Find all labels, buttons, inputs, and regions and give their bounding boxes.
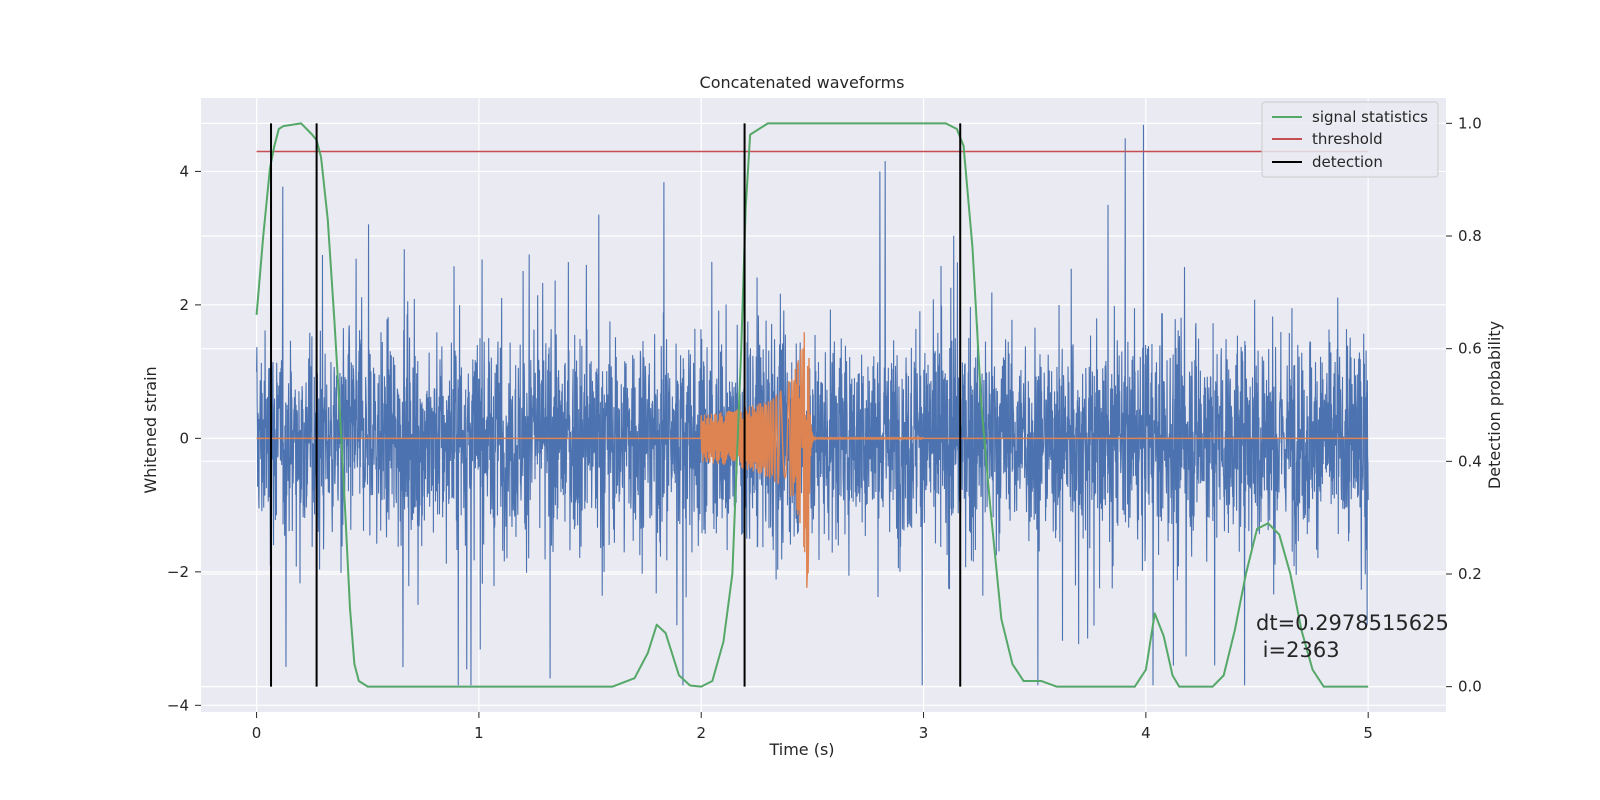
legend-label-signal-statistics: signal statistics (1312, 108, 1428, 126)
legend-label-threshold: threshold (1312, 130, 1383, 148)
axis-ticks: 0 1 2 3 4 5 −4 −2 0 2 4 0.0 0.2 0.4 0.6 0.8 1.0 (167, 114, 1482, 742)
annotation-i: i=2363 (1256, 638, 1340, 662)
legend-box (1261, 101, 1439, 178)
y2-tick-label: 0.4 (1458, 452, 1482, 470)
legend: signal statistics threshold detection (1261, 101, 1439, 178)
y2-tick-label: 1.0 (1458, 114, 1482, 132)
y-tick-label: 0 (179, 429, 189, 447)
x-axis-label: Time (s) (768, 740, 834, 759)
x-tick-label: 2 (696, 724, 706, 742)
y-tick-label: −4 (167, 696, 189, 714)
x-tick-label: 4 (1141, 724, 1151, 742)
y2-tick-label: 0.2 (1458, 565, 1482, 583)
x-tick-label: 1 (474, 724, 484, 742)
y-axis-label: Whitened strain (141, 366, 160, 493)
y-tick-label: 2 (179, 296, 189, 314)
x-tick-label: 5 (1363, 724, 1373, 742)
chart-title: Concatenated waveforms (700, 73, 905, 92)
signal-statistics-line (255, 122, 1369, 688)
x-tick-label: 3 (919, 724, 929, 742)
y2-tick-label: 0.0 (1458, 678, 1482, 696)
data-series (255, 122, 1369, 688)
y2-tick-label: 0.6 (1458, 340, 1482, 358)
annotation-dt: dt=0.2978515625 (1256, 611, 1449, 635)
y-tick-label: −2 (167, 563, 189, 581)
injected-waveform-line (256, 332, 1369, 588)
y-tick-label: 4 (179, 162, 189, 180)
y2-axis-label: Detection probability (1485, 321, 1504, 489)
x-tick-label: 0 (252, 724, 262, 742)
y2-tick-label: 0.8 (1458, 227, 1482, 245)
legend-label-detection: detection (1312, 153, 1383, 171)
